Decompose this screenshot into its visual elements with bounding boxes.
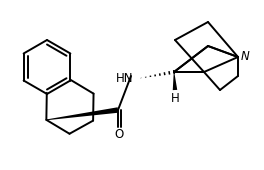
Polygon shape — [46, 107, 118, 120]
Text: H: H — [171, 91, 179, 105]
Text: HN: HN — [116, 72, 133, 84]
Polygon shape — [173, 72, 177, 90]
Text: N: N — [241, 50, 250, 64]
Text: O: O — [114, 128, 124, 140]
